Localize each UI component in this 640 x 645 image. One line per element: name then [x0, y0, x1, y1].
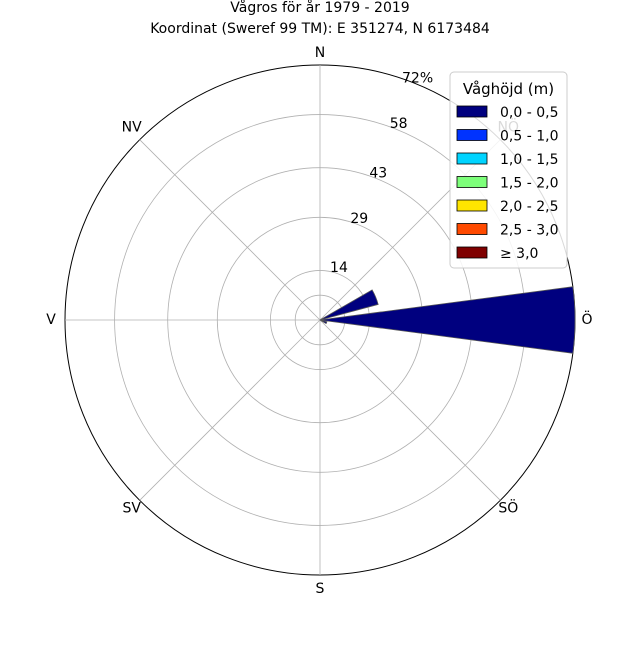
legend-label: ≥ 3,0: [500, 246, 538, 262]
direction-label: V: [46, 312, 56, 328]
bar-sector: [319, 289, 379, 321]
grid-spoke: [139, 319, 321, 501]
ring-label: 58: [390, 116, 408, 132]
ring-label: 29: [350, 211, 368, 227]
bar-sector: [319, 286, 576, 354]
ring-label: 72%: [402, 70, 433, 86]
legend-label: 2,0 - 2,5: [500, 199, 558, 215]
ring-label: 43: [369, 165, 387, 181]
legend-swatch: [456, 246, 488, 259]
legend-swatch: [456, 199, 488, 212]
chart-subtitle: Koordinat (Sweref 99 TM): E 351274, N 61…: [150, 21, 490, 37]
ring-labels: 14 29 43 58 72%: [330, 70, 433, 276]
direction-label: Ö: [581, 310, 592, 328]
ring-label: 14: [330, 260, 348, 276]
chart-title: Vågros för år 1979 - 2019: [230, 0, 409, 16]
direction-label: N: [315, 45, 325, 61]
legend: Våghöjd (m) 0,0 - 0,5 0,5 - 1,0 1,0 - 1,5 1,…: [449, 71, 568, 269]
legend-title: Våghöjd (m): [463, 80, 554, 98]
bars: [319, 286, 576, 354]
legend-label: 0,0 - 0,5: [500, 105, 558, 121]
direction-label: S: [316, 581, 325, 597]
legend-label: 1,0 - 1,5: [500, 152, 558, 168]
grid-spoke: [139, 139, 321, 321]
direction-label: SV: [122, 500, 141, 516]
legend-label: 1,5 - 2,0: [500, 176, 558, 192]
legend-label: 0,5 - 1,0: [500, 129, 558, 145]
grid-spoke: [319, 319, 501, 501]
legend-swatch: [456, 223, 488, 235]
legend-swatch: [456, 129, 488, 141]
legend-box: [449, 71, 568, 269]
legend-swatch: [456, 105, 488, 118]
bar-sector: [319, 319, 328, 325]
legend-swatch: [456, 152, 488, 165]
legend-swatch: [456, 176, 488, 188]
direction-label: SÖ: [498, 498, 518, 516]
legend-label: 2,5 - 3,0: [500, 223, 558, 239]
direction-label: NV: [122, 120, 142, 136]
